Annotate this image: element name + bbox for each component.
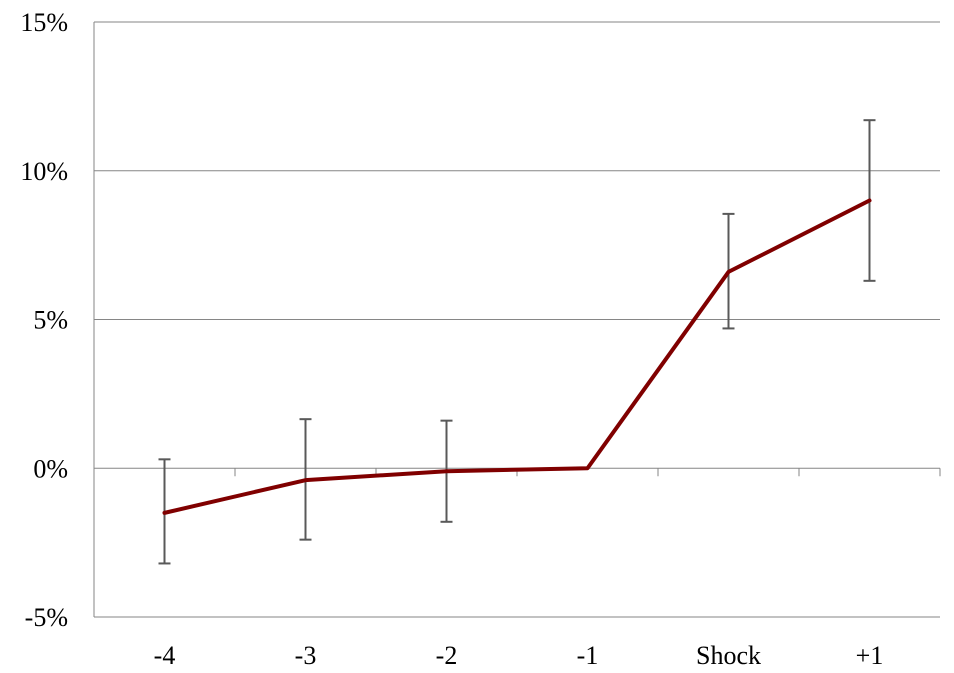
x-tick-label: -4 [154, 641, 176, 670]
y-tick-label: 10% [20, 157, 68, 186]
y-tick-label: 0% [33, 454, 68, 483]
series-line [162, 198, 872, 515]
y-tick-label: 15% [20, 8, 68, 37]
series-lines [162, 198, 872, 515]
gridlines [94, 21, 940, 618]
y-tick-label: -5% [25, 603, 68, 632]
y-tick-label: 5% [33, 306, 68, 335]
x-tick-labels: -4 -3 -2 -1 Shock +1 [154, 641, 884, 670]
x-tick-label: +1 [856, 641, 884, 670]
x-tick-label: -3 [295, 641, 317, 670]
y-tick-labels: 15% 10% 5% 0% -5% [20, 8, 68, 632]
x-tick-label: Shock [696, 641, 761, 670]
x-tick-label: -1 [577, 641, 599, 670]
axes [93, 22, 941, 617]
error-bars [158, 119, 876, 565]
x-tick-label: -2 [436, 641, 458, 670]
